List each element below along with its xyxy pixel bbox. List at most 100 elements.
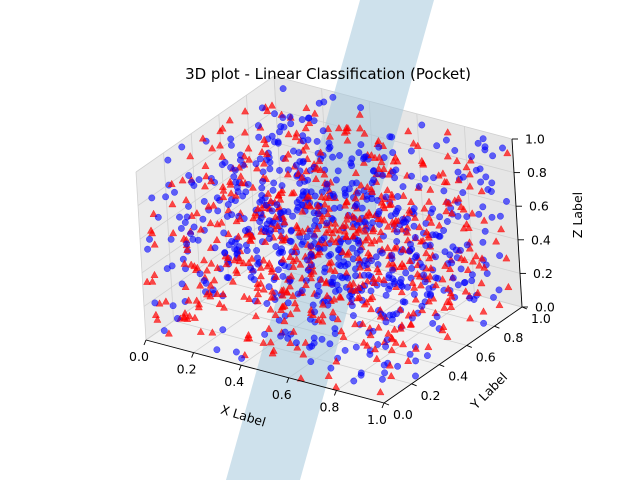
point-series-0 [292, 221, 301, 229]
point-series-0 [360, 300, 369, 308]
point-series-0 [355, 293, 364, 301]
point-series-1 [412, 357, 420, 365]
point-series-0 [254, 289, 263, 298]
point-series-1 [354, 189, 362, 197]
point-series-0 [351, 319, 360, 328]
point-series-1 [408, 264, 416, 272]
grid-line [139, 142, 279, 240]
point-series-1 [177, 224, 185, 232]
point-series-1 [213, 346, 221, 354]
point-series-0 [208, 144, 217, 152]
point-series-1 [307, 358, 315, 366]
point-series-1 [312, 216, 319, 224]
point-series-1 [310, 334, 318, 342]
point-series-0 [415, 222, 424, 231]
point-series-1 [298, 116, 306, 124]
point-series-0 [226, 177, 235, 185]
grid-line [246, 95, 257, 264]
z-tick-label: 0.6 [529, 199, 549, 214]
point-series-0 [327, 235, 336, 243]
point-series-0 [375, 235, 384, 243]
point-series-0 [355, 214, 364, 223]
point-series-0 [397, 287, 406, 296]
z-tick-label: 0.2 [533, 266, 553, 281]
point-series-0 [322, 228, 331, 236]
point-series-0 [471, 251, 481, 260]
point-series-0 [424, 213, 434, 221]
point-series-1 [421, 175, 429, 183]
point-series-1 [244, 180, 252, 188]
point-series-0 [150, 270, 159, 278]
point-series-1 [479, 203, 487, 211]
point-series-0 [150, 240, 159, 248]
point-series-1 [335, 254, 343, 262]
point-series-0 [271, 212, 280, 221]
point-series-1 [336, 152, 343, 159]
point-series-1 [178, 280, 186, 288]
point-series-1 [430, 174, 437, 182]
point-series-0 [379, 275, 388, 284]
point-series-0 [366, 330, 375, 339]
point-series-1 [239, 192, 247, 200]
point-series-0 [373, 264, 382, 273]
point-series-1 [227, 135, 235, 143]
point-series-1 [306, 343, 314, 351]
point-series-0 [439, 322, 448, 330]
point-series-0 [305, 201, 314, 209]
point-series-1 [348, 179, 356, 187]
point-series-0 [363, 341, 372, 349]
point-series-0 [424, 342, 433, 351]
point-series-0 [387, 193, 397, 201]
point-series-0 [313, 224, 322, 232]
point-series-0 [444, 199, 453, 207]
point-series-0 [387, 371, 396, 380]
point-series-0 [213, 263, 222, 272]
point-series-0 [261, 139, 270, 148]
point-series-1 [499, 144, 506, 152]
point-series-1 [287, 120, 295, 128]
point-series-1 [256, 218, 264, 226]
point-series-0 [169, 228, 178, 237]
point-series-1 [394, 204, 402, 212]
point-series-1 [190, 182, 198, 189]
point-series-1 [356, 246, 364, 254]
point-series-0 [438, 169, 447, 177]
point-series-0 [259, 338, 268, 346]
point-series-1 [480, 319, 488, 327]
point-series-0 [349, 279, 358, 287]
point-series-1 [258, 104, 266, 112]
point-series-0 [475, 261, 484, 269]
point-series-1 [349, 244, 357, 252]
point-series-0 [199, 256, 209, 264]
point-series-0 [477, 186, 486, 195]
point-series-0 [234, 232, 243, 240]
y-tick-label: 0.6 [476, 349, 496, 364]
point-series-1 [330, 204, 338, 212]
point-series-0 [219, 186, 228, 194]
point-series-0 [247, 254, 256, 262]
point-series-0 [315, 247, 324, 256]
point-series-1 [284, 334, 292, 342]
point-series-0 [355, 224, 364, 232]
point-series-1 [389, 266, 396, 274]
point-series-1 [408, 172, 415, 180]
point-series-1 [393, 228, 401, 236]
point-series-0 [227, 189, 236, 197]
point-series-0 [443, 152, 452, 160]
point-series-1 [266, 165, 274, 173]
point-series-1 [146, 235, 153, 243]
point-series-1 [423, 352, 431, 360]
point-series-0 [331, 219, 340, 227]
point-series-0 [465, 170, 474, 178]
point-series-0 [179, 234, 188, 242]
point-series-0 [409, 309, 418, 317]
point-series-1 [386, 311, 394, 319]
point-series-0 [277, 188, 286, 196]
point-series-1 [278, 182, 286, 190]
point-series-0 [391, 216, 400, 224]
point-series-1 [378, 249, 386, 257]
point-series-0 [411, 295, 420, 303]
point-series-0 [327, 258, 336, 266]
point-series-1 [452, 246, 460, 254]
point-series-1 [369, 167, 377, 175]
